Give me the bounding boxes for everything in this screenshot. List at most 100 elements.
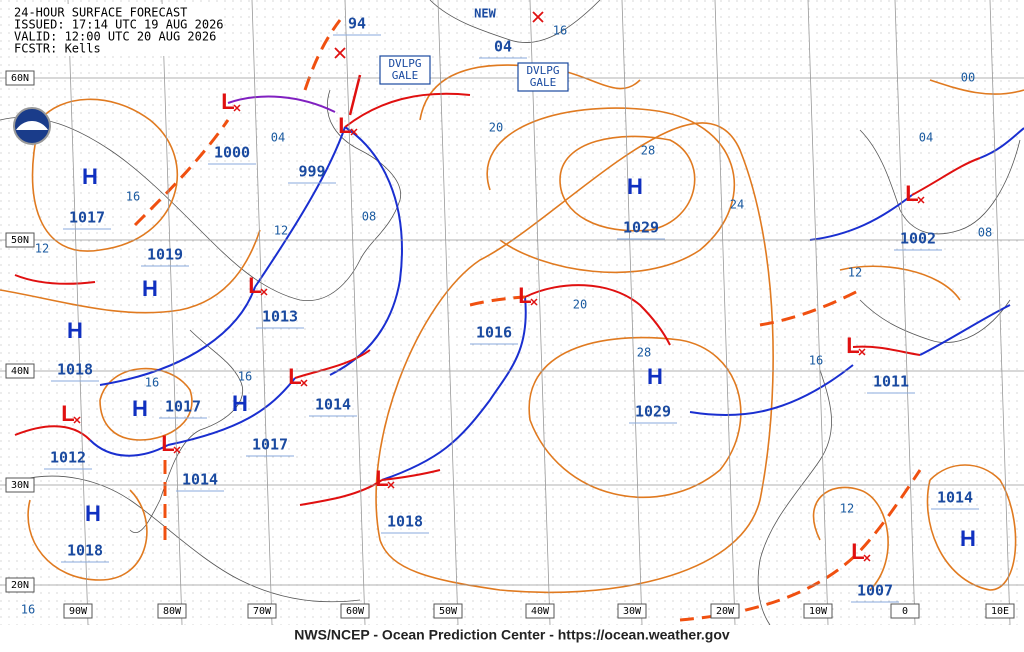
low-center: L: [248, 273, 261, 298]
lat-label: 50N: [11, 235, 29, 246]
isobar-label: 12: [274, 224, 288, 238]
new-label: NEW: [474, 7, 496, 21]
low-center: L: [61, 401, 74, 426]
lat-label: 20N: [11, 580, 29, 591]
lat-label-box: [5, 70, 35, 86]
lon-label-box: [63, 603, 93, 619]
lon-label-box: [157, 603, 187, 619]
isobar-label: 04: [271, 131, 285, 145]
high-center: H: [82, 164, 98, 189]
longitude-line: [807, 0, 829, 626]
header-line: VALID: 12:00 UTC 20 AUG 2026: [14, 30, 216, 44]
isobar-label: 28: [641, 144, 655, 158]
high-center: H: [67, 318, 83, 343]
longitude-line: [161, 0, 183, 626]
coastlines: [0, 0, 1021, 626]
isobar-label: 12: [848, 266, 862, 280]
lat-label: 60N: [11, 73, 29, 84]
gale-box: [379, 55, 431, 85]
longitude-line: [344, 0, 366, 626]
pressure-value: 1014: [937, 489, 973, 507]
lon-label-box: [710, 603, 740, 619]
high-center: H: [142, 276, 158, 301]
pressure-value: 1018: [387, 513, 423, 531]
pressure-value: 1014: [315, 396, 351, 414]
pressure-value: 1017: [69, 209, 105, 227]
isobar-label: 04: [919, 131, 933, 145]
low-marker: [530, 298, 538, 306]
low-center: L: [375, 466, 388, 491]
lon-label: 50W: [439, 606, 458, 617]
pressure-value: 1029: [623, 219, 659, 237]
gale-label: DVLPG: [388, 57, 421, 70]
footer-credit: NWS/NCEP - Ocean Prediction Center - htt…: [294, 627, 730, 643]
pressure-value: 1014: [182, 471, 218, 489]
isobar-label: 08: [362, 210, 376, 224]
lat-lon-grid: 60N 50N 40N 30N 20N 90W 80W 70W 60W 50W 40W 30W 20W 1…: [0, 0, 1024, 626]
lon-label: 30W: [623, 606, 642, 617]
longitude-line: [621, 0, 643, 626]
isobar-label: 08: [978, 226, 992, 240]
pressure-value: 94: [348, 15, 366, 33]
isobar-label: 16: [238, 370, 252, 384]
lon-label-box: [525, 603, 555, 619]
pressure-value: 1016: [476, 324, 512, 342]
pressure-value: 1012: [50, 449, 86, 467]
isobar-label: 16: [21, 603, 35, 617]
lat-label: 40N: [11, 366, 29, 377]
isobar-label: 12: [840, 502, 854, 516]
lon-label: 70W: [253, 606, 272, 617]
lon-label-box: [617, 603, 647, 619]
longitude-line: [251, 0, 273, 626]
lat-label-box: [5, 577, 35, 593]
longitude-line: [437, 0, 459, 626]
isobar-label: 16: [126, 190, 140, 204]
low-center: L: [221, 89, 234, 114]
high-center: H: [627, 174, 643, 199]
header-line: FCSTR: Kells: [14, 42, 101, 56]
low-marker: [300, 379, 308, 387]
low-marker: [350, 128, 358, 136]
header-box: [10, 4, 220, 56]
isobar-label: 16: [145, 376, 159, 390]
pressure-value: 04: [494, 38, 512, 56]
isobar-label: 28: [637, 346, 651, 360]
lon-label: 60W: [346, 606, 365, 617]
isobar-label: 16: [553, 24, 567, 38]
pressure-value: 1029: [635, 403, 671, 421]
lat-label-box: [5, 477, 35, 493]
gale-box: [517, 62, 569, 92]
pressure-value: 1002: [900, 230, 936, 248]
high-center: H: [647, 364, 663, 389]
lon-label-box: [247, 603, 277, 619]
lon-label: 20W: [716, 606, 735, 617]
low-marker: [73, 416, 81, 424]
low-marker: [917, 196, 925, 204]
lon-label: 10E: [991, 606, 1009, 617]
low-center: L: [851, 539, 864, 564]
map-background: [0, 0, 1024, 625]
pressure-value: 1007: [857, 582, 893, 600]
low-center: L: [288, 364, 301, 389]
lon-label-box: [340, 603, 370, 619]
pressure-value: 1011: [873, 373, 909, 391]
longitude-line: [529, 0, 551, 626]
low-center: L: [905, 181, 918, 206]
gale-label: GALE: [392, 69, 419, 82]
low-center: L: [846, 333, 859, 358]
low-marker: [233, 104, 241, 112]
isobar-label: 00: [961, 71, 975, 85]
low-center: L: [518, 283, 531, 308]
pressure-value: 1000: [214, 144, 250, 162]
low-marker: [863, 554, 871, 562]
lon-label-box: [985, 603, 1015, 619]
lon-label: 10W: [809, 606, 828, 617]
pressure-value: 1013: [262, 308, 298, 326]
longitude-line: [894, 0, 916, 626]
pressure-value: 1019: [147, 246, 183, 264]
pressure-value: 1018: [67, 542, 103, 560]
gale-label: DVLPG: [526, 64, 559, 77]
pressure-value: 1017: [165, 398, 201, 416]
longitude-line: [989, 0, 1011, 626]
